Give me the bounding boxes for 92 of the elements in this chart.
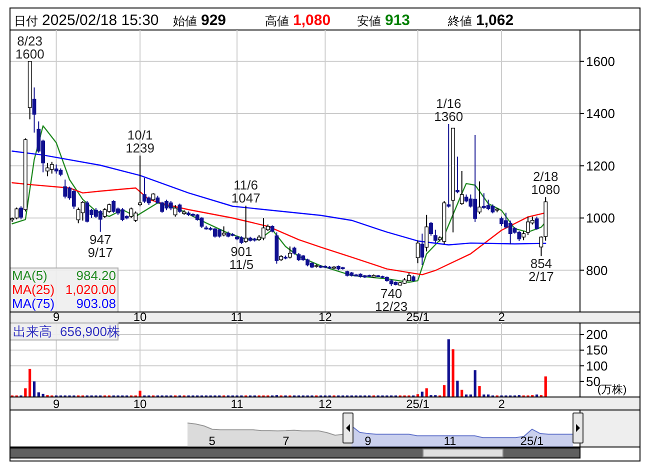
candlestick — [456, 156, 460, 194]
x-tick-label: 25/1 — [406, 397, 430, 411]
y-tick-label: 150 — [586, 342, 608, 358]
bar — [478, 386, 481, 397]
annotation: 8/23 1600 — [15, 33, 44, 62]
candlestick — [416, 240, 420, 264]
candlestick — [54, 164, 58, 174]
y-tick-label: 200 — [586, 327, 608, 342]
candlestick — [446, 124, 451, 208]
text: 安値 913 — [357, 12, 410, 29]
candlestick — [420, 233, 424, 266]
candlestick — [168, 200, 173, 211]
candlestick — [63, 179, 68, 199]
candlestick — [433, 229, 438, 244]
candlestick — [429, 221, 433, 236]
annotation: 2/18 1080 — [531, 169, 560, 198]
annotation: 1,020.00 — [65, 282, 116, 297]
y-tick-label: 1600 — [586, 54, 615, 69]
x-tick-label: 10 — [133, 310, 148, 324]
text: MA(25) — [12, 282, 55, 297]
chart-title: 出来高 656,900株 — [13, 324, 120, 339]
candlestick — [14, 207, 19, 220]
candlestick — [98, 210, 102, 232]
text: 始値 929 — [173, 12, 226, 29]
annotation: 740 12/23 — [375, 286, 408, 314]
text: MA(5) — [12, 268, 48, 283]
y-tick-label: 1200 — [586, 158, 615, 174]
candlestick — [112, 200, 116, 214]
x-tick-label: 2 — [498, 310, 506, 324]
x-tick-label: 2 — [498, 397, 506, 411]
candlestick — [478, 180, 482, 215]
candlestick — [534, 216, 539, 230]
candlestick — [460, 170, 464, 206]
y-tick-label: 100 — [586, 358, 608, 374]
candlestick — [288, 246, 292, 259]
candlestick — [102, 208, 107, 218]
bar — [32, 381, 36, 397]
candlestick — [80, 200, 85, 222]
candlestick — [522, 230, 526, 241]
text: 高値 1,080 — [265, 12, 331, 29]
bar — [28, 368, 32, 397]
x-tick-label: 11 — [230, 310, 244, 324]
candlestick — [222, 226, 226, 237]
bar — [138, 390, 142, 397]
annotation: 903.08 — [76, 296, 116, 311]
x-tick-label: 11 — [444, 434, 457, 448]
x-tick-label: 9 — [364, 434, 372, 448]
candlestick — [134, 210, 138, 222]
candlestick — [424, 214, 429, 252]
annotation: 1/16 1360 — [434, 96, 464, 124]
candlestick — [486, 199, 490, 211]
annotation: 854 2/17 — [528, 256, 554, 284]
text: MA(75) — [12, 296, 55, 311]
candlestick — [85, 200, 90, 223]
x-tick-label: 12 — [318, 310, 332, 324]
x-tick-label: 11 — [230, 397, 244, 411]
x-tick-label: 7 — [282, 434, 290, 448]
x-tick-label: 5 — [208, 434, 216, 448]
candlestick — [508, 220, 512, 245]
candlestick — [129, 207, 134, 218]
annotation: 984.20 — [76, 268, 116, 283]
candlestick — [50, 161, 54, 174]
x-tick-label: 25/1 — [406, 310, 430, 324]
bar — [447, 339, 450, 397]
y-tick-label: 1000 — [586, 210, 615, 226]
text: 終値 1,062 — [447, 12, 514, 29]
x-tick-label: 12 — [318, 397, 332, 411]
bar — [544, 376, 547, 397]
x-tick-label: 25/1 — [520, 434, 544, 448]
candlestick — [138, 155, 142, 207]
chart-title: 日付 2025/02/18 15:30 — [14, 12, 159, 29]
candlestick — [72, 188, 76, 210]
annotation: 947 9/17 — [88, 232, 114, 260]
x-tick-label: 9 — [52, 310, 60, 324]
candlestick — [517, 230, 522, 242]
candlestick — [19, 206, 23, 220]
candlestick — [178, 203, 182, 214]
bar — [456, 380, 459, 397]
x-tick-label: 9 — [52, 397, 60, 411]
x-tick-label: 10 — [133, 397, 148, 411]
bar — [452, 349, 454, 397]
bar — [474, 370, 476, 397]
bar — [420, 392, 424, 397]
annotation: 10/1 1239 — [126, 128, 155, 156]
candlestick — [200, 216, 204, 228]
y-tick-label: 800 — [586, 262, 608, 278]
annotation: 11/6 1047 — [231, 178, 260, 206]
y-tick-label: 1400 — [586, 106, 615, 122]
bar — [442, 385, 446, 397]
candlestick — [244, 205, 248, 244]
candlestick — [173, 204, 178, 218]
annotation: 901 11/5 — [229, 244, 254, 272]
